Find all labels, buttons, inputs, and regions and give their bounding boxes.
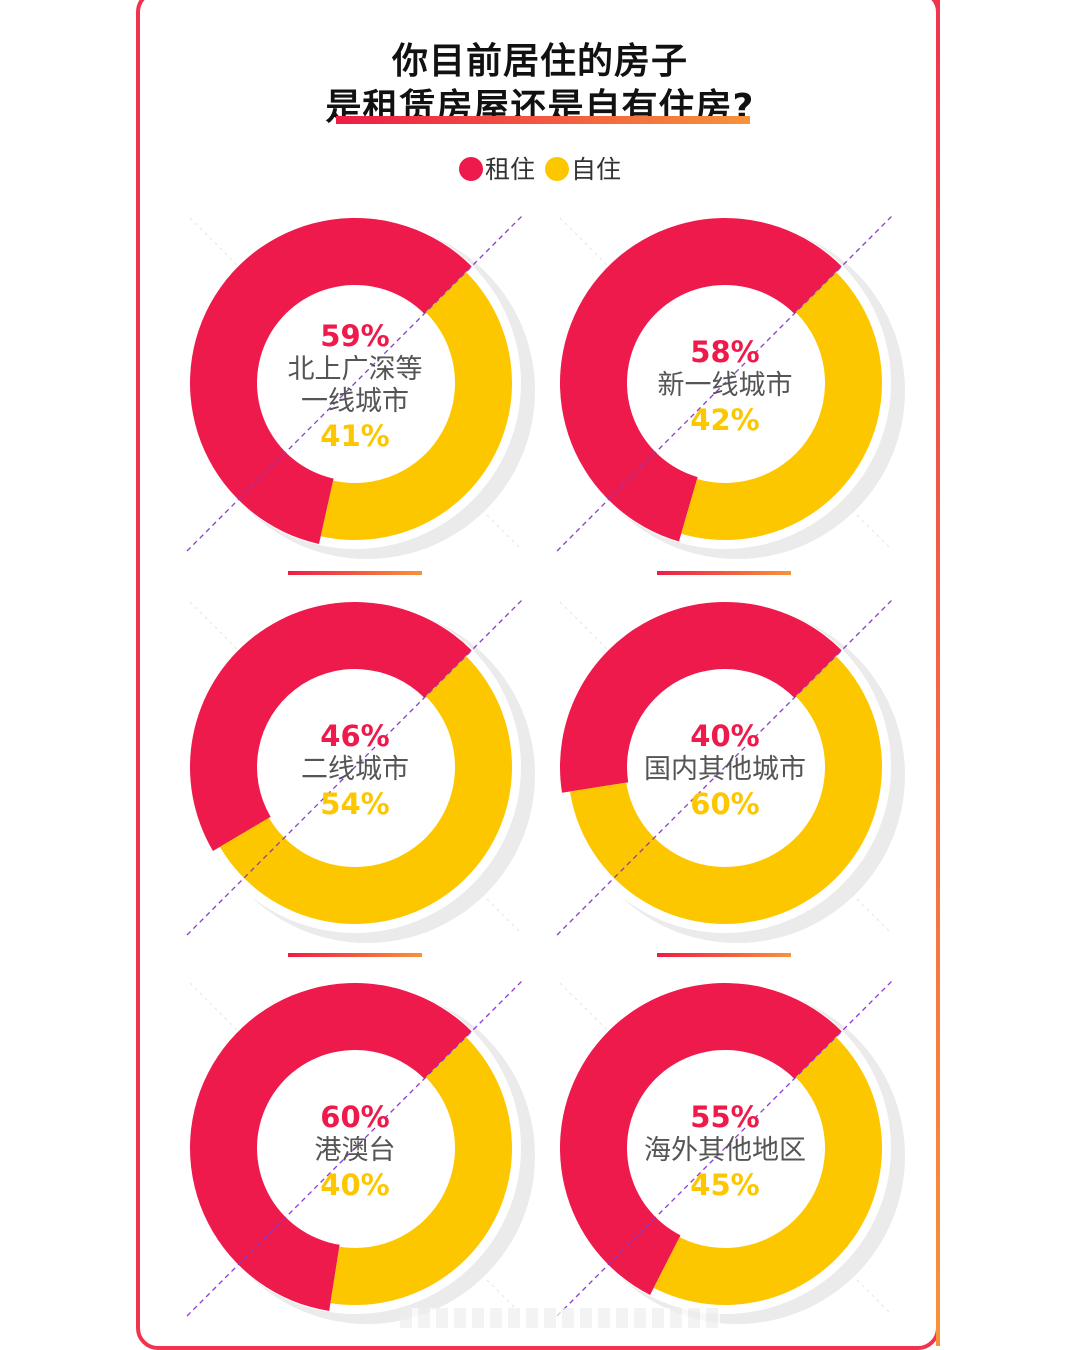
dashed-diagonal bbox=[186, 214, 524, 552]
own-percent-label: 60% bbox=[690, 787, 759, 821]
donut-segment-own bbox=[219, 655, 513, 925]
title-underline bbox=[336, 116, 750, 124]
category-label: 北上广深等 bbox=[288, 354, 423, 385]
rent-percent-label: 59% bbox=[320, 319, 389, 353]
donut-segment-own bbox=[653, 1036, 882, 1305]
category-label: 海外其他地区 bbox=[644, 1135, 806, 1166]
own-percent-label: 41% bbox=[320, 419, 389, 453]
legend-rent-label: 租住 bbox=[485, 155, 536, 184]
own-percent-label: 42% bbox=[690, 403, 759, 437]
donut-segment-own bbox=[569, 655, 882, 924]
donut-segment-rent bbox=[189, 217, 472, 545]
separator bbox=[657, 953, 791, 957]
donut-segment-rent bbox=[560, 983, 842, 1296]
separator bbox=[657, 571, 791, 575]
chart-title-line1: 你目前居住的房子 bbox=[391, 41, 688, 82]
rent-percent-label: 60% bbox=[320, 1100, 389, 1134]
own-percent-label: 40% bbox=[320, 1168, 389, 1202]
donut-segment-rent bbox=[190, 983, 472, 1311]
donut-segment-rent bbox=[190, 602, 472, 851]
category-label: 新一线城市 bbox=[658, 370, 793, 401]
dashed-diagonal bbox=[556, 214, 894, 552]
donut-segment-rent bbox=[560, 602, 842, 793]
watermark bbox=[400, 1308, 720, 1328]
dashed-diagonal bbox=[556, 979, 894, 1317]
own-percent-label: 45% bbox=[690, 1168, 759, 1202]
legend-own-label: 自住 bbox=[570, 155, 621, 184]
rent-percent-label: 40% bbox=[690, 719, 759, 753]
donut-segment-own bbox=[330, 1036, 513, 1305]
legend: 租住 自住 bbox=[0, 150, 1080, 186]
rent-percent-label: 58% bbox=[690, 335, 759, 369]
dashed-diagonal bbox=[186, 979, 524, 1317]
donut-segment-rent bbox=[559, 218, 842, 542]
category-label: 二线城市 bbox=[301, 754, 409, 785]
dashed-diagonal bbox=[556, 598, 894, 936]
separator bbox=[288, 953, 422, 957]
donut-segment-own bbox=[320, 271, 513, 540]
dashed-diagonal bbox=[186, 598, 524, 936]
legend-item-rent: 租住 bbox=[459, 150, 535, 186]
category-label: 港澳台 bbox=[315, 1135, 396, 1166]
legend-own-dot bbox=[544, 157, 569, 181]
own-percent-label: 54% bbox=[320, 787, 389, 821]
legend-rent-dot bbox=[459, 157, 483, 181]
category-label: 一线城市 bbox=[301, 386, 409, 417]
legend-item-own: 自住 bbox=[544, 150, 621, 186]
separator bbox=[288, 571, 422, 575]
rent-percent-label: 55% bbox=[690, 1100, 759, 1134]
category-label: 国内其他城市 bbox=[644, 754, 806, 785]
rent-percent-label: 46% bbox=[320, 719, 389, 753]
donut-segment-own bbox=[681, 271, 883, 540]
